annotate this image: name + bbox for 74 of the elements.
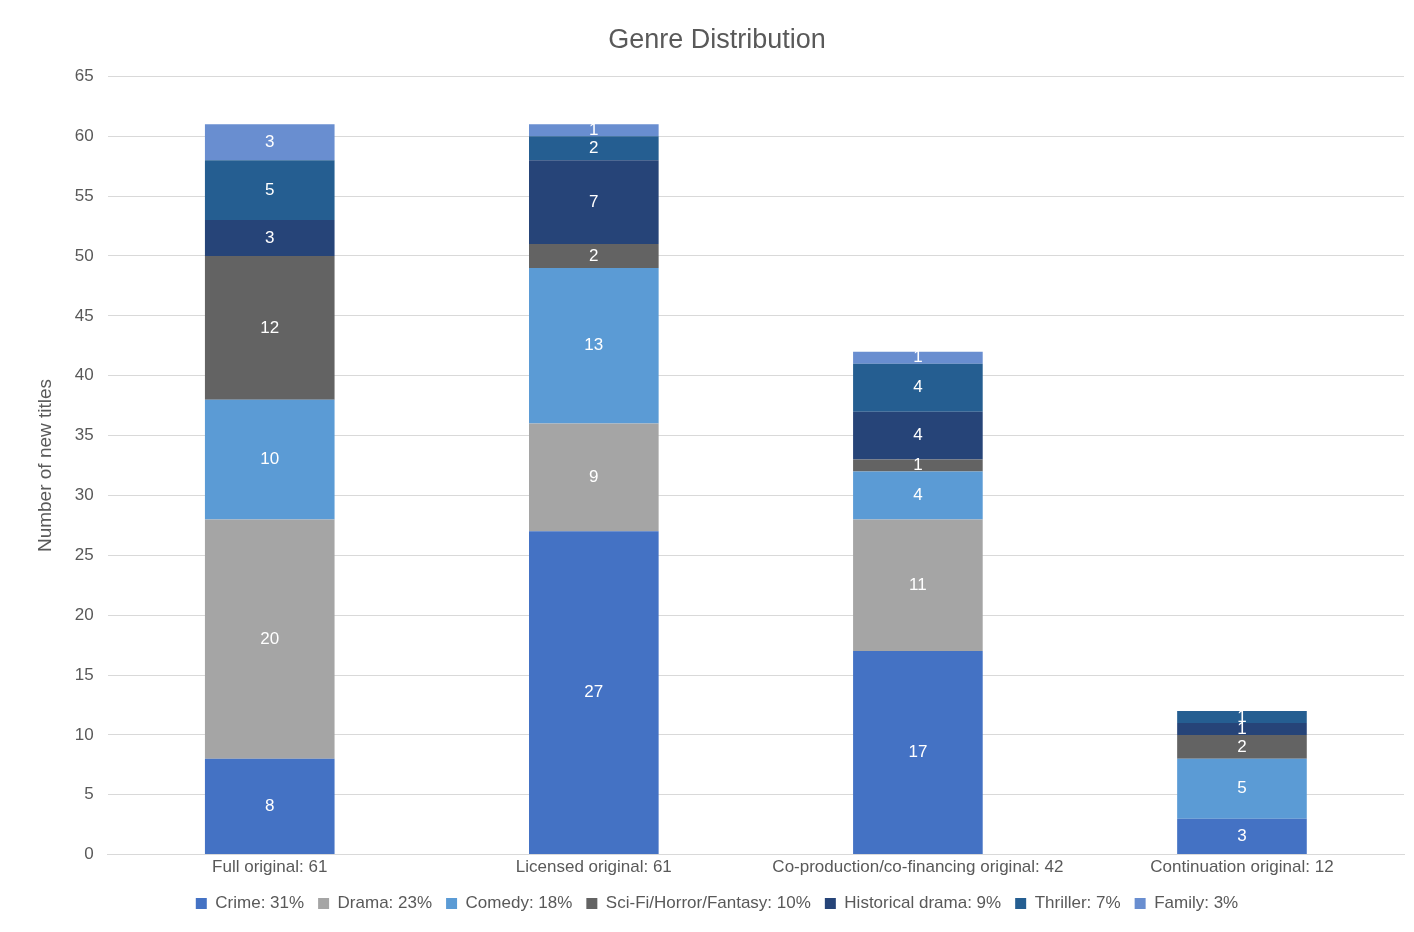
bar — [204, 255, 335, 400]
data-label: 4 — [913, 485, 923, 505]
data-label: 3 — [265, 227, 275, 247]
data-label: 10 — [260, 449, 280, 469]
bar — [529, 136, 659, 161]
data-label: 2 — [589, 137, 599, 157]
bar — [1177, 818, 1307, 855]
y-tick-label: 60 — [74, 125, 94, 145]
data-label: 7 — [589, 191, 599, 211]
data-label: 5 — [265, 179, 275, 199]
y-tick-label: 10 — [74, 724, 94, 744]
y-tick-label: 55 — [74, 185, 94, 205]
data-label: 27 — [584, 682, 604, 702]
bar — [853, 471, 983, 520]
bar — [204, 399, 335, 520]
bar — [853, 363, 983, 412]
data-label: 8 — [265, 796, 275, 816]
bar — [1177, 722, 1307, 735]
data-label: 3 — [265, 131, 275, 151]
data-label: 5 — [1237, 778, 1247, 798]
data-label: 2 — [1237, 736, 1247, 756]
legend-label: Sci-Fi/Horror/Fantasy: 10% — [605, 893, 811, 913]
bar — [529, 267, 659, 424]
x-tick-label: Licensed original: 61 — [515, 857, 672, 877]
y-tick-label: 25 — [74, 544, 94, 564]
bar — [853, 519, 983, 652]
legend-label: Comedy: 18% — [465, 893, 573, 913]
bar — [1177, 710, 1307, 723]
bar — [529, 531, 659, 855]
y-tick-label: 35 — [74, 425, 94, 445]
bar — [529, 244, 659, 268]
data-label: 1 — [913, 455, 923, 475]
bar — [853, 651, 983, 855]
legend-label: Drama: 23% — [337, 893, 433, 913]
bar — [529, 124, 659, 137]
data-label: 3 — [1237, 826, 1247, 846]
data-label: 4 — [913, 425, 923, 445]
bar — [204, 758, 335, 855]
data-label: 2 — [589, 245, 599, 265]
data-label: 13 — [584, 335, 604, 355]
y-tick-label: 40 — [74, 365, 94, 385]
x-tick-label: Full original: 61 — [212, 857, 328, 877]
bar — [204, 519, 335, 759]
legend-label: Thriller: 7% — [1034, 893, 1121, 913]
data-label: 11 — [909, 574, 927, 594]
bar — [853, 351, 983, 364]
y-tick-label: 45 — [74, 305, 94, 325]
bar — [1177, 758, 1307, 819]
bar — [529, 423, 659, 532]
chart-title: Genre Distribution — [608, 23, 826, 54]
legend-label: Family: 3% — [1154, 893, 1239, 913]
y-tick-label: 15 — [74, 664, 94, 684]
y-tick-label: 0 — [84, 844, 94, 864]
y-tick-label: 30 — [74, 485, 94, 505]
bar — [1177, 734, 1307, 759]
y-axis-title: Number of new titles — [33, 378, 55, 553]
y-tick-label: 65 — [74, 66, 94, 86]
y-tick-label: 5 — [84, 784, 94, 804]
data-label: 20 — [260, 628, 280, 648]
data-label: 9 — [589, 467, 599, 487]
bar — [529, 160, 659, 245]
data-label: 12 — [260, 317, 280, 337]
y-tick-label: 50 — [74, 245, 94, 265]
bar — [853, 411, 983, 460]
x-tick-label: Continuation original: 12 — [1150, 857, 1334, 877]
x-tick-label: Co-production/co-financing original: 42 — [772, 857, 1064, 877]
legend-label: Historical drama: 9% — [844, 893, 1002, 913]
legend-label: Crime: 31% — [215, 893, 305, 913]
bar — [204, 220, 335, 256]
data-label: 17 — [908, 742, 928, 762]
bar — [204, 160, 335, 221]
data-label: 4 — [913, 377, 923, 397]
bar — [204, 124, 335, 161]
y-tick-label: 20 — [74, 604, 94, 624]
